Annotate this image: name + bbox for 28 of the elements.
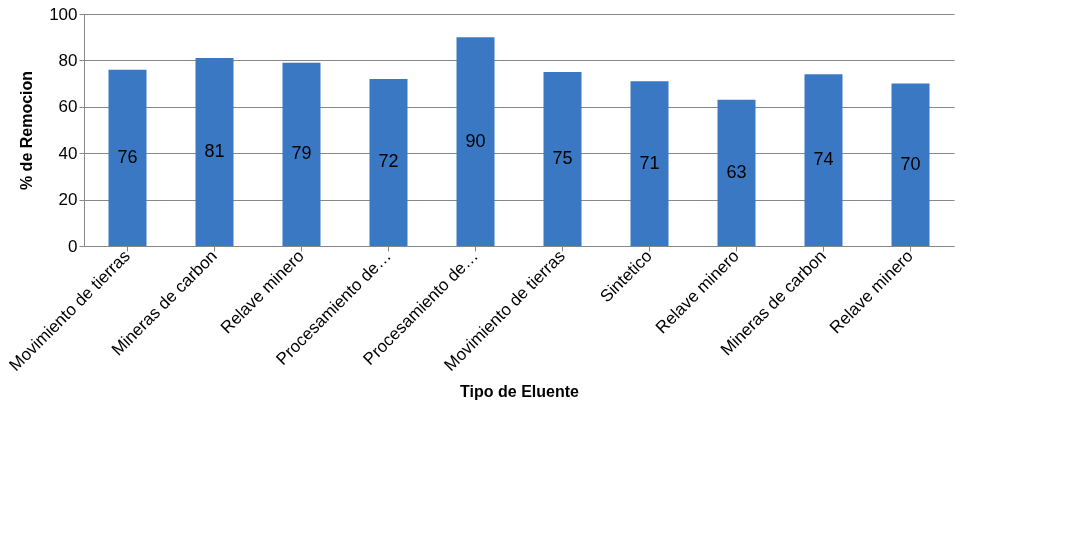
data-label: 75 bbox=[552, 148, 573, 168]
y-tick-label: 20 bbox=[58, 190, 78, 210]
data-label: 76 bbox=[117, 146, 138, 167]
bar bbox=[717, 99, 756, 246]
y-tick-label: 0 bbox=[68, 236, 78, 256]
data-label: 72 bbox=[378, 151, 399, 172]
data-label: 90 bbox=[465, 130, 486, 151]
data-label: 70 bbox=[900, 153, 921, 174]
data-label: 79 bbox=[291, 143, 312, 164]
y-axis-title: % de Remocion bbox=[18, 70, 36, 191]
bar bbox=[543, 72, 582, 246]
y-tick-label: 80 bbox=[58, 50, 78, 70]
bar bbox=[891, 83, 930, 246]
bar bbox=[456, 37, 495, 246]
y-tick-label: 60 bbox=[58, 97, 78, 117]
bar bbox=[282, 62, 321, 246]
data-label: 63 bbox=[726, 161, 747, 182]
y-tick-label: 40 bbox=[58, 143, 78, 163]
bar bbox=[630, 81, 669, 246]
bar bbox=[108, 69, 147, 246]
bar bbox=[804, 74, 843, 246]
data-label: 74 bbox=[813, 149, 834, 170]
data-label: 71 bbox=[639, 152, 660, 173]
bar bbox=[369, 78, 408, 246]
x-axis-title: Tipo de Eluente bbox=[460, 383, 580, 401]
y-tick-label: 100 bbox=[49, 4, 78, 24]
bar bbox=[195, 58, 234, 246]
data-label: 81 bbox=[204, 141, 225, 162]
